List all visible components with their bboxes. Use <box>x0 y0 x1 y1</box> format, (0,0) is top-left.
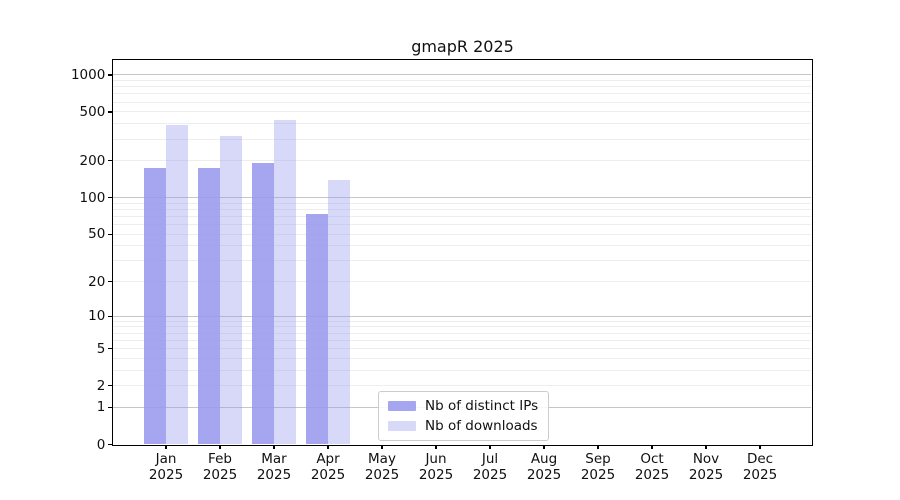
gridline-minor <box>113 111 812 113</box>
y-axis-tick <box>108 348 113 350</box>
x-axis-tick-label: Mar 2025 <box>256 450 292 484</box>
y-axis-tick-label: 2 <box>96 377 106 394</box>
gridline-minor <box>113 369 812 371</box>
y-axis-tick-label: 200 <box>79 152 106 169</box>
bar-distinct-ips <box>252 163 274 445</box>
gridline-minor <box>113 320 812 322</box>
gridline-minor <box>113 138 812 140</box>
y-axis-tick-label: 500 <box>79 103 106 120</box>
legend-label-distinct-ips: Nb of distinct IPs <box>425 398 539 414</box>
gridline-minor <box>113 123 812 125</box>
x-axis-tick <box>543 444 545 449</box>
x-axis-tick-label: Jul 2025 <box>472 450 508 484</box>
gridline-minor <box>113 233 812 235</box>
x-axis-tick <box>597 444 599 449</box>
x-axis-tick <box>705 444 707 449</box>
gridline-minor <box>113 79 812 81</box>
bar-distinct-ips <box>306 214 328 445</box>
x-axis-tick <box>273 444 275 449</box>
x-axis-tick <box>651 444 653 449</box>
gridline-minor <box>113 215 812 217</box>
bar-distinct-ips <box>144 167 166 445</box>
x-axis-tick-label: Feb 2025 <box>202 450 238 484</box>
y-axis-tick <box>108 111 113 113</box>
gridline-minor <box>113 281 812 283</box>
y-axis-tick-label: 50 <box>88 226 106 243</box>
bar-downloads <box>328 180 350 445</box>
x-axis-tick-label: Apr 2025 <box>310 450 346 484</box>
gridline-major <box>113 315 812 317</box>
x-axis-tick <box>759 444 761 449</box>
x-axis-tick <box>435 444 437 449</box>
bar-distinct-ips <box>198 167 220 445</box>
gridline-minor <box>113 101 812 103</box>
gridline-minor <box>113 326 812 328</box>
gridline-minor <box>113 348 812 350</box>
x-axis-tick <box>489 444 491 449</box>
plot-area <box>112 58 813 447</box>
y-axis-tick <box>108 233 113 235</box>
y-axis-tick <box>108 281 113 283</box>
gridline-minor <box>113 357 812 359</box>
gridline-minor <box>113 224 812 226</box>
gridline-minor <box>113 245 812 247</box>
y-axis-tick <box>108 315 113 317</box>
legend-label-downloads: Nb of downloads <box>425 418 538 434</box>
bar-downloads <box>166 125 188 445</box>
chart-title: gmapR 2025 <box>411 37 514 56</box>
gridline-minor <box>113 160 812 162</box>
legend-item-distinct-ips: Nb of distinct IPs <box>388 398 538 414</box>
y-axis-tick <box>108 160 113 162</box>
gridline-major <box>113 74 812 76</box>
bar-downloads <box>220 136 242 445</box>
bar-downloads <box>274 120 296 445</box>
y-axis-tick-label: 100 <box>79 189 106 206</box>
x-axis-tick-label: Nov 2025 <box>688 450 724 484</box>
y-axis-tick <box>108 385 113 387</box>
x-axis-tick-label: Jan 2025 <box>148 450 184 484</box>
gridline-minor <box>113 208 812 210</box>
legend-swatch-downloads-icon <box>388 420 416 432</box>
y-axis-tick-label: 5 <box>96 340 106 357</box>
gridline-minor <box>113 202 812 204</box>
y-axis-tick <box>108 443 113 446</box>
y-axis-tick <box>108 406 113 409</box>
gridline-major <box>113 197 812 199</box>
gridline-minor <box>113 339 812 341</box>
legend: Nb of distinct IPs Nb of downloads <box>378 391 550 441</box>
gridline-minor <box>113 86 812 88</box>
x-axis-tick <box>327 444 329 449</box>
x-axis-tick-label: Oct 2025 <box>634 450 670 484</box>
x-axis-tick-label: Jun 2025 <box>418 450 454 484</box>
gridline-minor <box>113 93 812 95</box>
x-axis-tick-label: Sep 2025 <box>580 450 616 484</box>
legend-item-downloads: Nb of downloads <box>388 418 538 434</box>
x-axis-tick-label: Dec 2025 <box>742 450 778 484</box>
x-axis-tick-label: May 2025 <box>364 450 400 484</box>
gridline-minor <box>113 332 812 334</box>
y-axis-tick <box>108 74 113 76</box>
y-axis-tick-label: 20 <box>88 273 106 290</box>
x-axis-tick <box>219 444 221 449</box>
y-axis-tick <box>108 196 113 199</box>
y-axis-tick-label: 0 <box>96 436 106 453</box>
y-axis-tick-label: 10 <box>88 308 106 325</box>
legend-swatch-distinct-ips-icon <box>388 400 416 412</box>
y-axis-tick-label: 1000 <box>70 66 106 83</box>
gridline-minor <box>113 260 812 262</box>
x-axis-tick-label: Aug 2025 <box>526 450 562 484</box>
gridline-minor <box>113 385 812 387</box>
x-axis-tick <box>381 444 383 449</box>
y-axis-tick-label: 1 <box>96 399 106 416</box>
x-axis-tick <box>165 444 167 449</box>
